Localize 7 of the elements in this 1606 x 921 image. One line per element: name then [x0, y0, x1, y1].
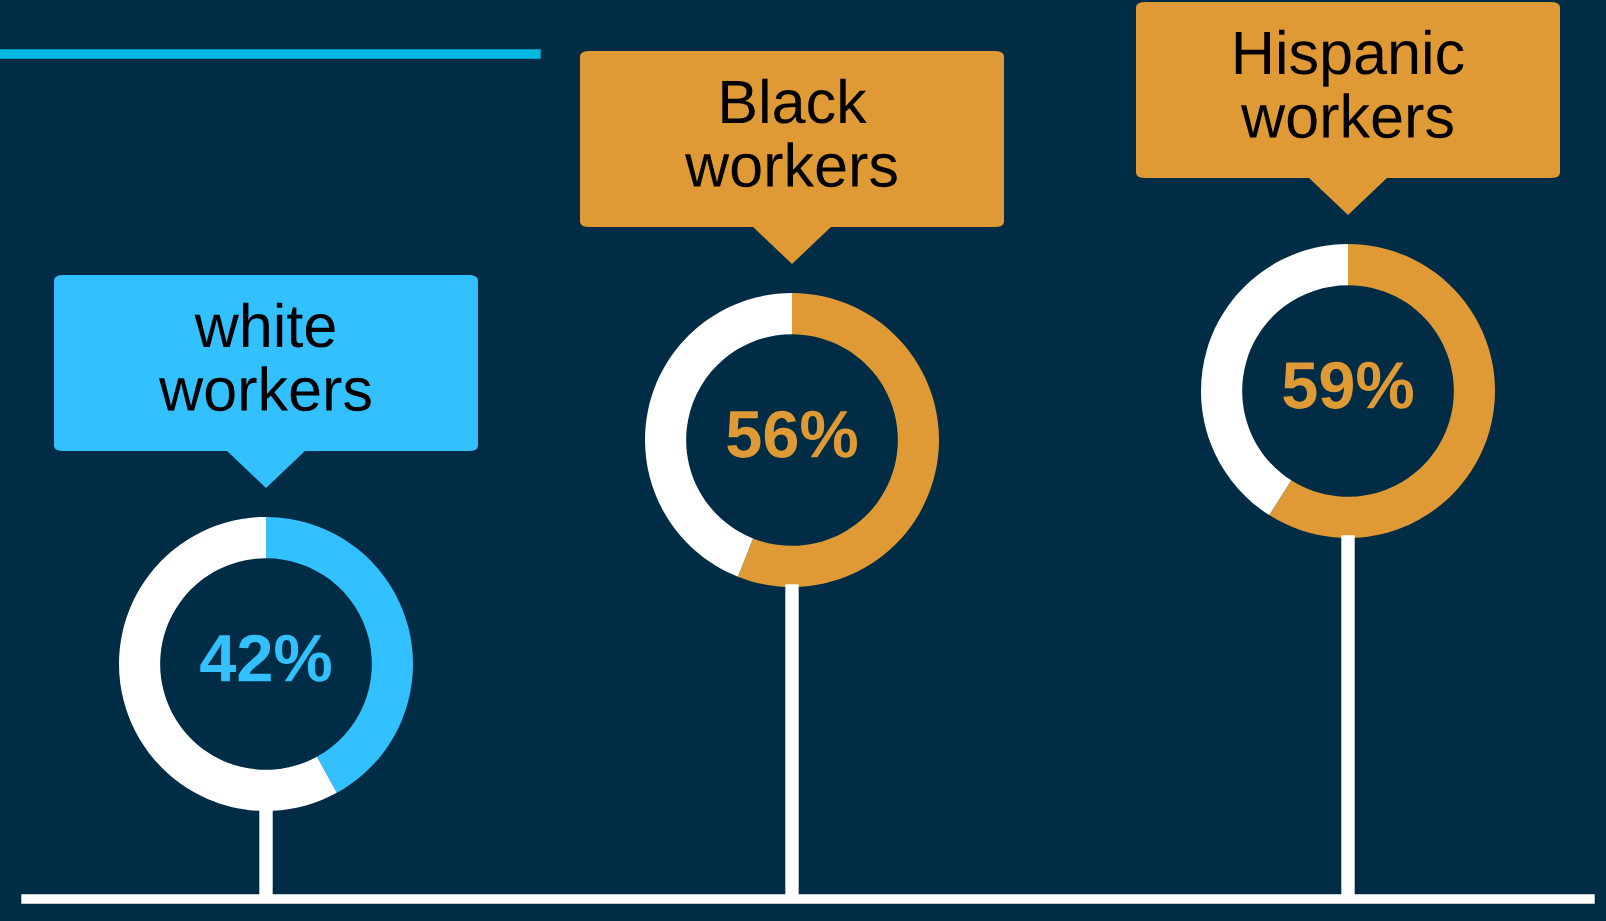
donut-slice — [1269, 244, 1495, 538]
chart-title: Black workers — [684, 78, 897, 188]
chart-title: white workers — [158, 302, 371, 412]
chart-title: Hispanic workers — [1235, 29, 1464, 139]
data-label: 56% — [727, 410, 857, 458]
data-label: 42% — [200, 634, 331, 682]
data-label: 59% — [1283, 361, 1413, 409]
